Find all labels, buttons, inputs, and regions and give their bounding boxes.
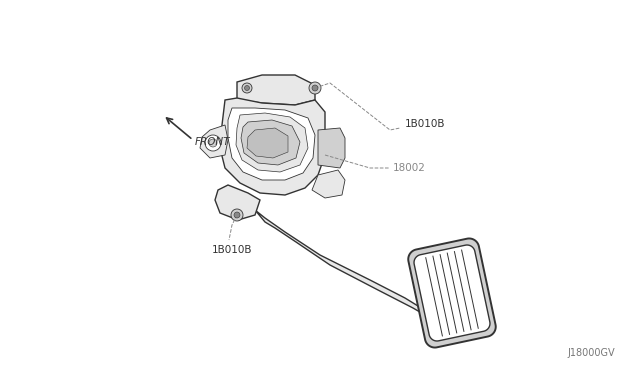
Polygon shape [255, 210, 425, 315]
Circle shape [242, 83, 252, 93]
Polygon shape [312, 170, 345, 198]
Polygon shape [236, 113, 308, 172]
Polygon shape [414, 245, 490, 341]
Polygon shape [247, 128, 288, 158]
Circle shape [234, 212, 240, 218]
Polygon shape [200, 125, 228, 158]
Text: 1B010B: 1B010B [212, 245, 252, 255]
Text: FRONT: FRONT [195, 137, 230, 147]
Text: 18002: 18002 [393, 163, 426, 173]
Circle shape [231, 209, 243, 221]
Polygon shape [318, 128, 345, 168]
Polygon shape [228, 108, 315, 180]
Circle shape [205, 135, 221, 151]
Polygon shape [237, 75, 315, 105]
Polygon shape [408, 238, 496, 347]
Circle shape [312, 85, 318, 91]
Polygon shape [220, 98, 325, 195]
Polygon shape [215, 185, 260, 220]
Polygon shape [241, 120, 300, 165]
Text: 1B010B: 1B010B [405, 119, 445, 129]
Text: J18000GV: J18000GV [568, 348, 615, 358]
Circle shape [209, 139, 217, 147]
Circle shape [244, 86, 250, 90]
Circle shape [309, 82, 321, 94]
